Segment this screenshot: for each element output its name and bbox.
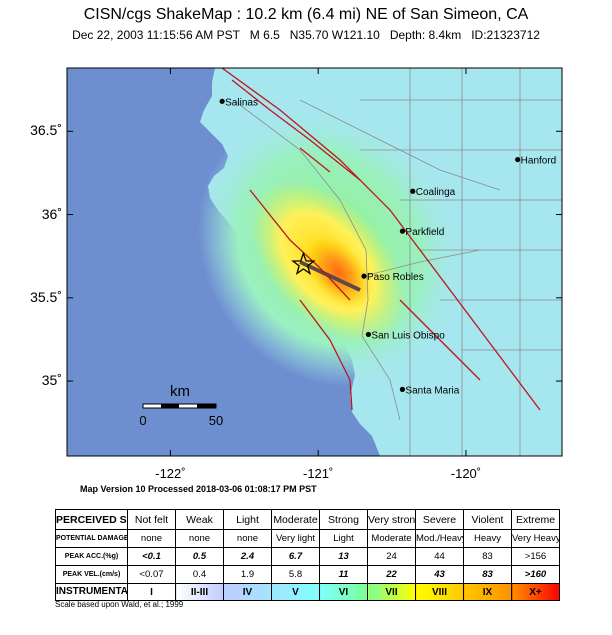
map-ticks (67, 68, 562, 456)
perceived-cell: Moderate (271, 509, 320, 530)
mmi-cell: IV (223, 583, 272, 601)
acc-cell: >156 (511, 547, 560, 566)
mmi-cell: I (127, 583, 176, 601)
acc-cell: 24 (367, 547, 416, 566)
event-details: Dec 22, 2003 11:15:56 AM PST M 6.5 N35.7… (72, 28, 540, 42)
city-dot (410, 188, 416, 194)
city-label: Parkfield (405, 227, 444, 238)
damage-cell: Very light (271, 529, 320, 548)
mmi-cell: II-III (175, 583, 224, 601)
perceived-cell: Not felt (127, 509, 176, 530)
vel-cell: >160 (511, 565, 560, 584)
acc-cell: 0.5 (175, 547, 224, 566)
y-tick-label: 36.5˚ (30, 122, 62, 139)
map-frame (66, 67, 563, 457)
scale-note: Scale based upon Wald, et al.; 1999 (55, 600, 184, 609)
y-tick-label: 35.5˚ (30, 288, 62, 305)
acc-header: PEAK ACC.(%g) (55, 547, 128, 566)
map-title: CISN/cgs ShakeMap : 10.2 km (6.4 mi) NE … (83, 6, 529, 23)
x-tick-label: -120˚ (450, 466, 482, 481)
acc-cell: 83 (463, 547, 512, 566)
perceived-cell: Very strong (367, 509, 416, 530)
vel-cell: 0.4 (175, 565, 224, 584)
mmi-cell: VII (367, 583, 416, 601)
city-label: Santa Maria (405, 385, 459, 396)
scale-bar-title: km (170, 383, 190, 400)
vel-header: PEAK VEL.(cm/s) (55, 565, 128, 584)
y-tick-label: 35˚ (41, 372, 62, 389)
city-label: Salinas (225, 97, 258, 108)
vel-cell: 43 (415, 565, 464, 584)
scale-bar-start: 0 (139, 413, 146, 428)
vel-cell: 83 (463, 565, 512, 584)
intensity-legend: PERCEIVED SHAKINGNot feltWeakLightModera… (55, 509, 560, 601)
acc-cell: 2.4 (223, 547, 272, 566)
epicenter-star-icon (291, 251, 316, 275)
x-tick-label: -122˚ (155, 466, 186, 481)
city-label: San Luis Obispo (371, 330, 445, 341)
damage-cell: none (175, 529, 224, 548)
perceived-cell: Strong (319, 509, 368, 530)
damage-cell: none (127, 529, 176, 548)
damage-cell: Heavy (463, 529, 512, 548)
vel-cell: <0.07 (127, 565, 176, 584)
acc-cell: 13 (319, 547, 368, 566)
vel-cell: 5.8 (271, 565, 320, 584)
damage-header: POTENTIAL DAMAGE (55, 529, 128, 548)
mmi-header: INSTRUMENTAL INTENSITY (55, 583, 128, 601)
damage-cell: none (223, 529, 272, 548)
shakemap: Salinas Hanford Coalinga Parkfield Paso Robl… (66, 67, 563, 457)
damage-cell: Mod./Heavy (415, 529, 464, 548)
vel-cell: 1.9 (223, 565, 272, 584)
vel-cell: 22 (367, 565, 416, 584)
roads (235, 68, 562, 456)
mmi-cell: X+ (511, 583, 560, 601)
city-dot (399, 228, 406, 234)
y-tick-label: 36˚ (41, 205, 62, 222)
x-tick-label: -121˚ (303, 466, 334, 481)
city-label: Paso Robles (367, 272, 424, 283)
mmi-cell: VIII (415, 583, 464, 601)
perceived-cell: Severe (415, 509, 464, 530)
acc-cell: 44 (415, 547, 464, 566)
faults (221, 68, 541, 411)
perceived-cell: Extreme (511, 509, 560, 530)
city-dot (361, 273, 367, 279)
city-label: Coalinga (416, 187, 456, 198)
city-markers: Salinas Hanford Coalinga Parkfield Paso Robl… (219, 97, 557, 396)
city-dot (399, 386, 406, 392)
perceived-cell: Violent (463, 509, 512, 530)
map-version: Map Version 10 Processed 2018-03-06 01:0… (80, 484, 317, 494)
city-dot (365, 331, 372, 338)
rupture-trace (299, 260, 361, 292)
scale-bar-end: 50 (209, 413, 223, 428)
damage-cell: Very Heavy (511, 529, 560, 548)
mmi-cell: V (271, 583, 320, 601)
scale-bar: km 0 50 (139, 383, 223, 428)
mmi-cell: IX (463, 583, 512, 601)
city-label: Hanford (521, 156, 557, 167)
damage-cell: Light (319, 529, 368, 548)
intensity-very-strong-zone (304, 235, 372, 309)
perceived-cell: Light (223, 509, 272, 530)
damage-cell: Moderate (367, 529, 416, 548)
city-dot (515, 156, 521, 163)
acc-cell: 6.7 (271, 547, 320, 566)
perceived-cell: Weak (175, 509, 224, 530)
city-dot (219, 98, 225, 104)
perceived-header: PERCEIVED SHAKING (55, 509, 128, 530)
mmi-cell: VI (319, 583, 368, 601)
vel-cell: 11 (319, 565, 368, 584)
acc-cell: <0.1 (127, 547, 176, 566)
